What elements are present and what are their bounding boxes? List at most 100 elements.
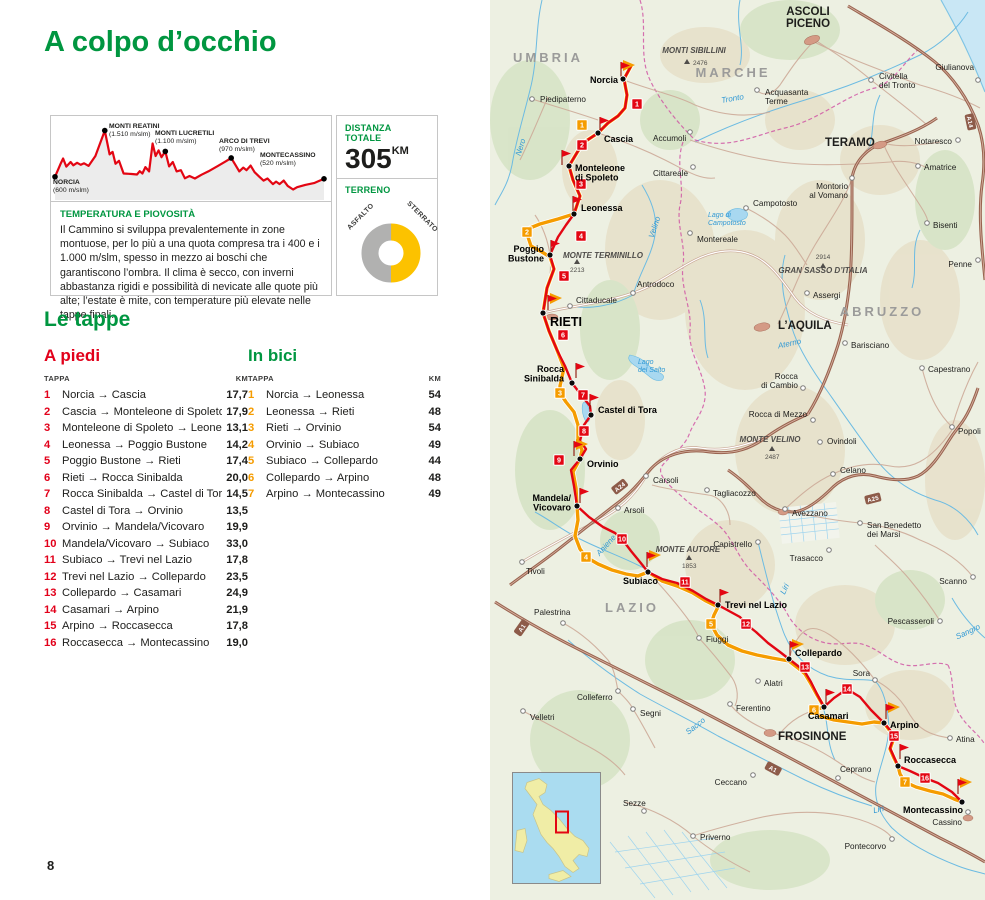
stage-row: 6 Rieti → Rocca Sinibalda 20,0 xyxy=(44,470,248,487)
motorway-badge-label: A25 xyxy=(867,496,880,505)
map-terrain xyxy=(490,0,985,890)
bike-stage-marker-number: 4 xyxy=(584,553,588,562)
town-marker xyxy=(630,706,636,712)
town-marker xyxy=(755,539,761,545)
major-city-label: FROSINONE xyxy=(778,731,847,743)
walk-stage-marker-number: 3 xyxy=(579,180,583,189)
town-label: Atina xyxy=(956,735,975,744)
stage-route: Roccasecca → Montecassino xyxy=(62,636,210,649)
town-marker xyxy=(970,574,976,580)
town-label: Palestrina xyxy=(534,608,571,617)
town-label: Celano xyxy=(840,466,866,475)
stage-route: Leonessa → Poggio Bustone xyxy=(62,438,207,451)
stage-distance: 24,9 xyxy=(226,587,248,599)
region-label: LAZIO xyxy=(605,600,659,615)
stage-flag-icon xyxy=(562,150,571,157)
towns-layer xyxy=(519,75,981,842)
region-label: MARCHE xyxy=(695,65,770,80)
stage-row: 5 Poggio Bustone → Rieti 17,4 xyxy=(44,453,248,470)
stage-distance: 17,8 xyxy=(226,554,248,566)
town-marker xyxy=(643,473,649,479)
stage-route: Subiaco → Collepardo xyxy=(266,455,378,467)
stage-row: 15 Arpino → Roccasecca 17,8 xyxy=(44,618,248,635)
route-town-dot xyxy=(568,379,576,387)
peak-triangle-icon xyxy=(574,259,580,264)
town-marker xyxy=(743,205,749,211)
stage-flag-icon xyxy=(647,552,656,559)
locator-rectangle xyxy=(555,810,569,834)
peak-triangle-icon xyxy=(686,555,692,560)
river-label: Liri xyxy=(872,804,885,815)
walk-stage-marker-number: 2 xyxy=(580,141,584,150)
town-marker xyxy=(915,163,921,169)
major-city-label: TERAMO xyxy=(825,137,875,149)
stage-row: 1 Norcia → Cascia 17,7 xyxy=(44,387,248,404)
town-marker xyxy=(690,164,696,170)
stage-flag-icon xyxy=(720,589,729,596)
stage-route: Monteleone di Spoleto → Leonessa xyxy=(62,422,222,434)
stage-route: Poggio Bustone → Rieti xyxy=(62,455,181,467)
river-label: Liri xyxy=(778,582,791,596)
stage-flag-icon xyxy=(958,779,967,786)
town-label: Campotosto xyxy=(753,199,798,208)
walk-stage-marker xyxy=(888,730,900,742)
route-town-dot xyxy=(539,309,547,317)
mountain-label: MONTE AUTORE xyxy=(656,545,721,554)
stage-flag-icon xyxy=(573,196,582,203)
stage-row: 4 Leonessa → Poggio Bustone 14,2 xyxy=(44,437,248,454)
town-label: Tivoli xyxy=(526,567,545,576)
mountain-label: MONTE VELINO xyxy=(740,435,802,444)
elevation-peak-dot xyxy=(321,176,327,182)
profile-label-value: (520 m/slm) xyxy=(260,160,296,167)
route-town-label: Casamari xyxy=(808,711,849,721)
stage-row: 14 Casamari → Arpino 21,9 xyxy=(44,602,248,619)
town-label: Priverno xyxy=(700,833,731,842)
walk-stage-marker xyxy=(576,139,588,151)
town-marker xyxy=(567,303,573,309)
profile-label-name: MONTI REATINI xyxy=(109,123,160,130)
stage-route: Orvinio → Subiaco xyxy=(266,438,360,451)
stage-number: 5 xyxy=(44,455,51,467)
town-marker xyxy=(641,808,647,814)
stage-number: 16 xyxy=(44,636,57,649)
walk-stage-marker xyxy=(553,454,565,466)
route-town-dot xyxy=(894,762,902,770)
distance-unit: KM xyxy=(391,145,409,157)
route-town-label: Cascia xyxy=(604,134,634,144)
peak-elevation: 2487 xyxy=(765,454,780,461)
terrain-donut-chart: ASFALTO STERRATO xyxy=(346,200,439,283)
route-town-label: Subiaco xyxy=(623,576,659,586)
stage-flag-icon xyxy=(826,689,835,696)
inset-svg xyxy=(513,774,600,882)
town-label: Capistrello xyxy=(713,540,752,549)
stage-number: 1 xyxy=(248,389,255,401)
total-distance: DISTANZA TOTALE 305KM xyxy=(337,116,437,179)
town-marker xyxy=(520,708,526,714)
stage-flag-icon xyxy=(886,704,895,711)
motorway-badge-bg xyxy=(514,619,530,637)
motorway-badge-bg xyxy=(611,478,628,495)
bike-stage-marker-number: 5 xyxy=(709,620,713,629)
motorway-badge-bg xyxy=(964,113,977,131)
walk-stage-marker xyxy=(679,576,691,588)
town-label: Ceccano xyxy=(715,778,748,787)
route-map: 1 2 3 4 5 6 7 8 9 10 11 12 13 14 15 16 1 2 3 4 5 6 7 Piedipate… xyxy=(490,0,985,900)
walk-stage-marker xyxy=(631,98,643,110)
town-marker xyxy=(615,688,621,694)
walk-stage-marker-number: 14 xyxy=(843,685,851,694)
town-marker xyxy=(975,257,981,263)
stage-distance: 49 xyxy=(428,438,441,451)
stages-title: Le tappe xyxy=(44,308,131,331)
walk-stage-marker-number: 4 xyxy=(579,232,583,241)
profile-label-value: (1.100 m/slm) xyxy=(155,138,197,145)
town-marker xyxy=(687,230,693,236)
town-marker xyxy=(849,175,855,181)
stage-flag-icon xyxy=(600,117,609,124)
route-town-dot xyxy=(958,798,966,806)
stage-row: 3 Monteleone di Spoleto → Leonessa 13,1 xyxy=(44,420,248,437)
bike-stage-marker xyxy=(705,618,717,630)
town-marker xyxy=(842,340,848,346)
stage-row: 13 Collepardo → Casamari 24,9 xyxy=(44,585,248,602)
elevation-area xyxy=(55,130,324,200)
route-town-label: Monteleone di Spoleto xyxy=(575,163,625,183)
